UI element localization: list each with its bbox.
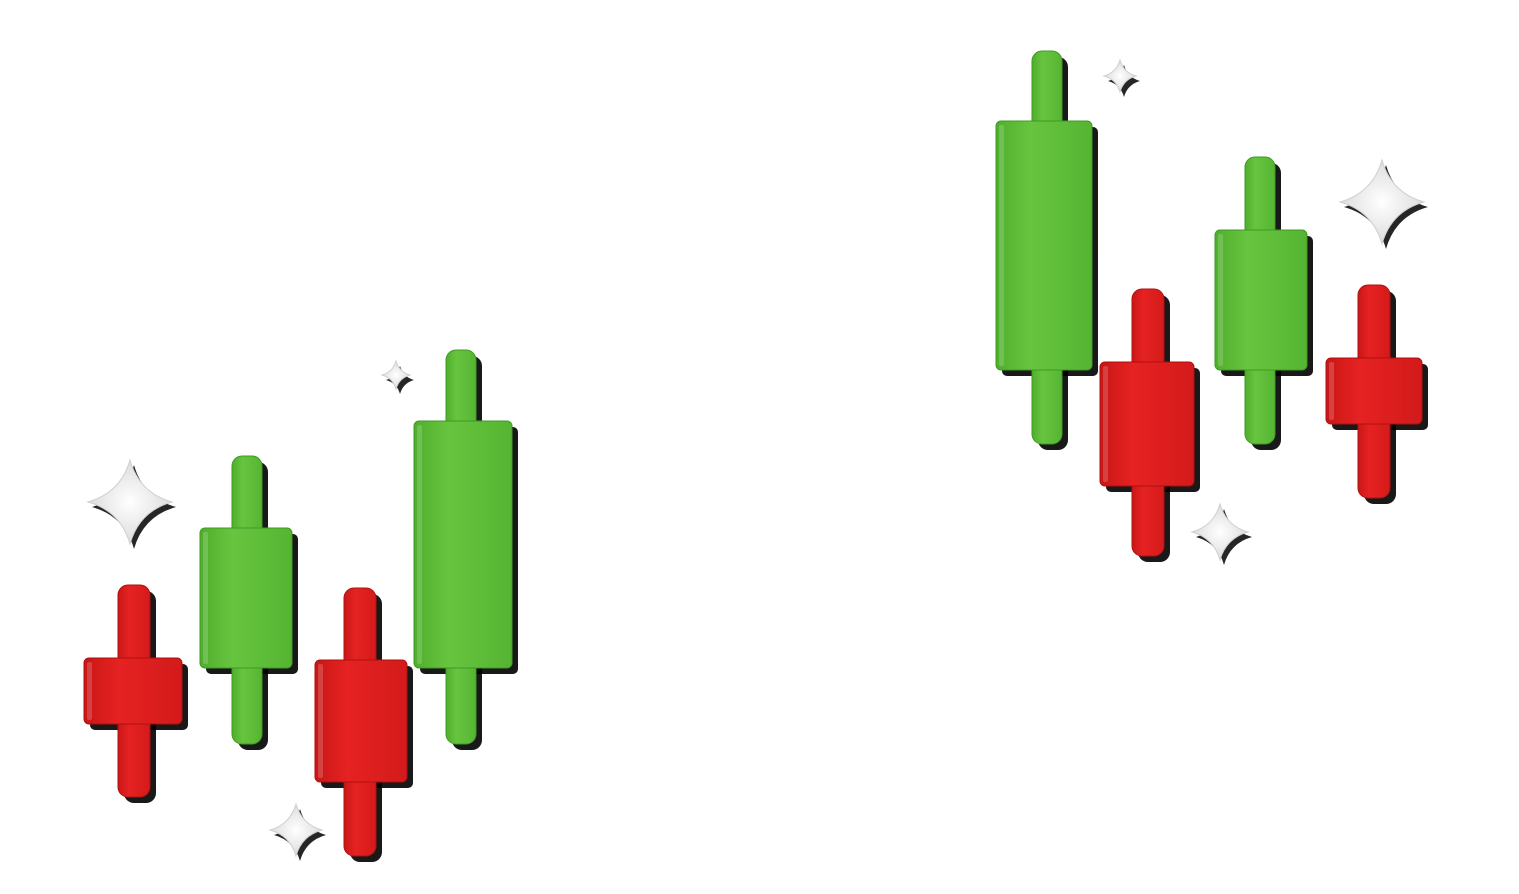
candle-body	[199, 527, 293, 669]
sparkle-icon	[1102, 58, 1140, 97]
bearish-candle	[1099, 288, 1200, 562]
bearish-candle	[1325, 284, 1428, 504]
candle-highlight	[1103, 366, 1108, 482]
bullish-candle	[1214, 156, 1313, 450]
candle-body	[995, 120, 1093, 371]
candle-highlight	[318, 664, 323, 778]
candle-body	[413, 420, 513, 669]
sparkle-icon	[268, 802, 326, 861]
bullish-candle	[199, 455, 298, 750]
bullish-candle	[995, 50, 1098, 450]
candle-body	[314, 659, 408, 783]
candle-highlight	[1218, 234, 1223, 366]
candle-highlight	[1329, 362, 1334, 420]
bullish-candle	[413, 349, 518, 750]
sparkle-icon	[1338, 158, 1428, 249]
bearish-candle	[83, 584, 188, 803]
right-candlestick-group	[995, 50, 1428, 565]
sparkle-icon	[380, 359, 414, 394]
candle-highlight	[999, 125, 1004, 366]
candle-body	[83, 657, 183, 725]
sparkle-icon	[86, 458, 176, 549]
candle-body	[1099, 361, 1195, 487]
candle-body	[1214, 229, 1308, 371]
candle-highlight	[417, 425, 422, 664]
bearish-candle	[314, 587, 413, 862]
candle-highlight	[87, 662, 92, 720]
candle-body	[1325, 357, 1423, 425]
candle-highlight	[203, 532, 208, 664]
sparkle-icon	[1190, 502, 1252, 565]
left-candlestick-group	[83, 349, 518, 862]
